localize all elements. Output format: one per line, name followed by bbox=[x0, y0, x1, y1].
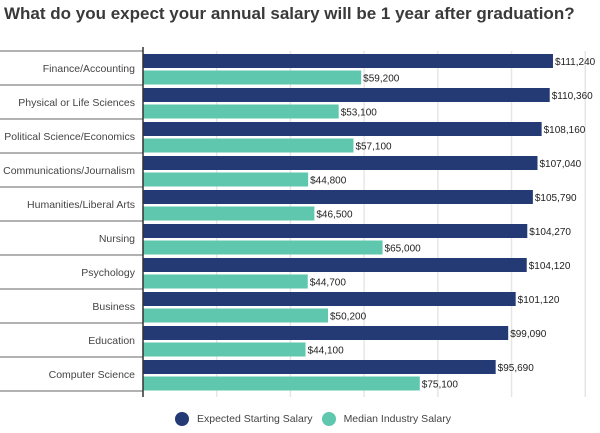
data-label: $53,100 bbox=[341, 108, 378, 119]
bar-median bbox=[143, 70, 362, 85]
category-label: Political Science/Economics bbox=[4, 131, 135, 143]
bar-expected bbox=[143, 326, 509, 340]
chart-title: What do you expect your annual salary wi… bbox=[4, 4, 575, 23]
data-label: $108,160 bbox=[544, 125, 586, 136]
bar-median bbox=[143, 172, 309, 187]
bar-median bbox=[143, 274, 308, 289]
category-label: Education bbox=[88, 335, 135, 347]
bar-median bbox=[143, 342, 306, 357]
category-label: Humanities/Liberal Arts bbox=[27, 199, 135, 211]
bar-median bbox=[143, 206, 315, 221]
bar-expected bbox=[143, 54, 553, 68]
legend-item-expected: Expected Starting Salary bbox=[175, 412, 313, 426]
bar-median bbox=[143, 308, 329, 323]
category-label: Nursing bbox=[99, 233, 135, 245]
legend: Expected Starting Salary Median Industry… bbox=[175, 412, 460, 426]
data-label: $104,270 bbox=[529, 227, 571, 238]
legend-swatch-expected bbox=[175, 412, 189, 426]
bar-median bbox=[143, 138, 354, 153]
category-label: Finance/Accounting bbox=[43, 63, 135, 75]
bar-expected bbox=[143, 258, 527, 272]
data-label: $46,500 bbox=[316, 210, 353, 221]
data-label: $59,200 bbox=[363, 74, 400, 85]
category-label: Communications/Journalism bbox=[3, 165, 135, 177]
data-label: $75,100 bbox=[422, 380, 459, 391]
data-label: $95,690 bbox=[498, 363, 535, 374]
bar-expected bbox=[143, 224, 528, 238]
data-label: $57,100 bbox=[355, 142, 392, 153]
data-label: $50,200 bbox=[330, 312, 367, 323]
legend-label-median: Median Industry Salary bbox=[343, 413, 451, 425]
data-label: $99,090 bbox=[510, 329, 547, 340]
bar-expected bbox=[143, 122, 542, 136]
bar-expected bbox=[143, 190, 533, 204]
legend-label-expected: Expected Starting Salary bbox=[197, 413, 313, 425]
bar-median bbox=[143, 376, 420, 391]
data-label: $44,800 bbox=[310, 176, 347, 187]
bar-expected bbox=[143, 88, 550, 102]
category-label: Business bbox=[92, 301, 135, 313]
bar-median bbox=[143, 104, 339, 119]
legend-swatch-median bbox=[321, 412, 336, 426]
category-label: Psychology bbox=[81, 267, 135, 279]
bar-median bbox=[143, 240, 383, 255]
bar-expected bbox=[143, 292, 516, 306]
data-label: $110,360 bbox=[552, 91, 593, 102]
data-label: $44,100 bbox=[308, 346, 345, 357]
data-label: $105,790 bbox=[535, 193, 577, 204]
category-label: Computer Science bbox=[49, 369, 136, 381]
data-label: $104,120 bbox=[529, 261, 571, 272]
bar-expected bbox=[143, 360, 496, 374]
legend-item-median: Median Industry Salary bbox=[321, 412, 451, 426]
data-label: $111,240 bbox=[555, 57, 596, 68]
data-label: $101,120 bbox=[518, 295, 560, 306]
data-label: $107,040 bbox=[539, 159, 581, 170]
data-label: $44,700 bbox=[310, 278, 347, 289]
data-label: $65,000 bbox=[385, 244, 422, 255]
category-label: Physical or Life Sciences bbox=[18, 97, 135, 109]
bar-expected bbox=[143, 156, 538, 170]
